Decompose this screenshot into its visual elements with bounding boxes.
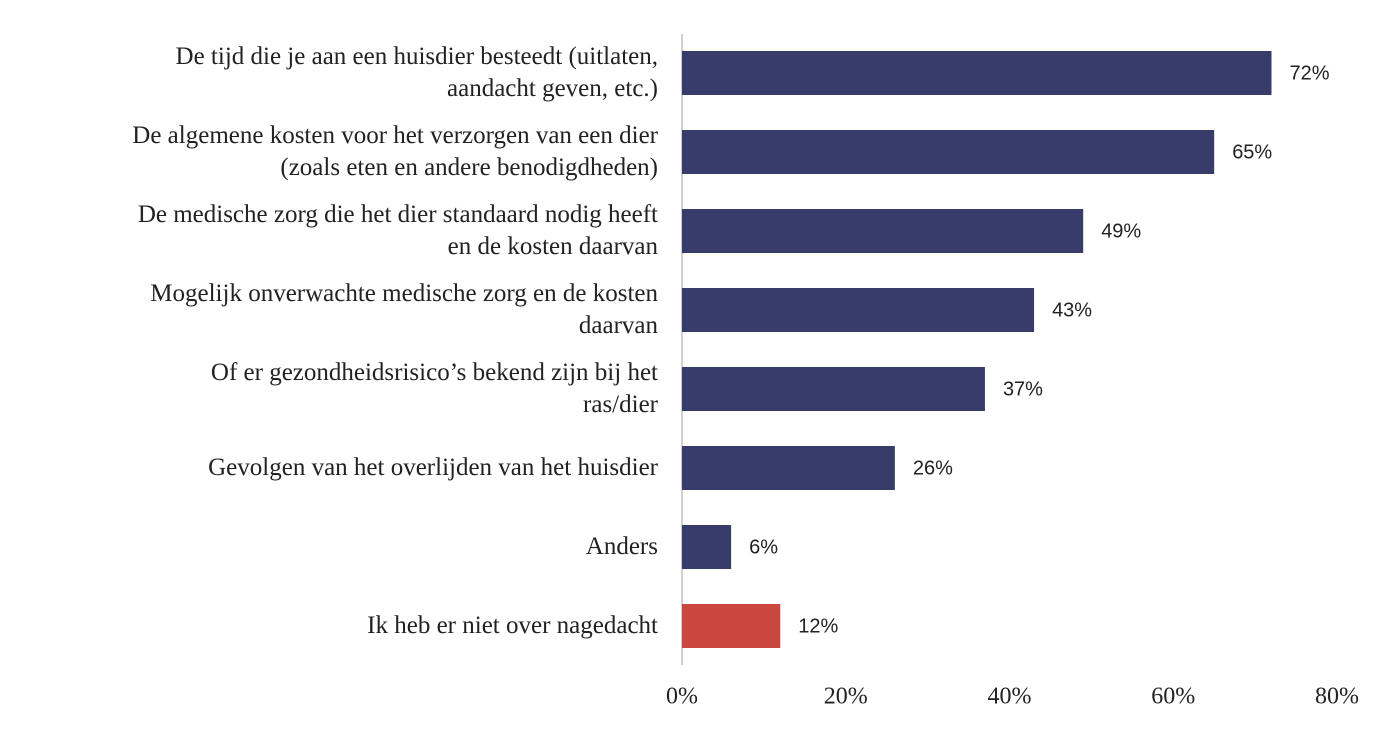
category-label: Anders: [585, 533, 658, 560]
bar: [682, 51, 1272, 95]
category-label: De algemene kosten voor het verzorgen va…: [132, 122, 658, 181]
value-label: 49%: [1101, 220, 1141, 242]
category-label: Gevolgen van het overlijden van het huis…: [208, 454, 658, 481]
x-tick-label: 0%: [666, 684, 698, 710]
value-label: 12%: [798, 615, 838, 637]
value-label: 43%: [1052, 299, 1092, 321]
x-tick-label: 60%: [1151, 684, 1195, 710]
category-label: De tijd die je aan een huisdier besteedt…: [175, 43, 658, 102]
category-label: Of er gezondheidsrisico’s bekend zijn bi…: [210, 359, 658, 418]
value-label: 72%: [1290, 62, 1330, 84]
bar: [682, 209, 1084, 253]
x-tick-label: 40%: [988, 684, 1032, 710]
x-tick-label: 80%: [1315, 684, 1359, 710]
bar: [682, 130, 1215, 174]
bar: [682, 446, 895, 490]
value-label: 6%: [749, 536, 778, 558]
bar: [682, 604, 781, 648]
value-label: 37%: [1003, 378, 1043, 400]
bar: [682, 525, 732, 569]
category-label: De medische zorg die het dier standaard …: [137, 201, 658, 260]
value-label: 26%: [913, 457, 953, 479]
category-label: Mogelijk onverwachte medische zorg en de…: [150, 280, 658, 339]
category-label: Ik heb er niet over nagedacht: [367, 612, 658, 639]
value-label: 65%: [1232, 141, 1272, 163]
bar: [682, 288, 1035, 332]
bar: [682, 367, 985, 411]
x-tick-label: 20%: [824, 684, 868, 710]
